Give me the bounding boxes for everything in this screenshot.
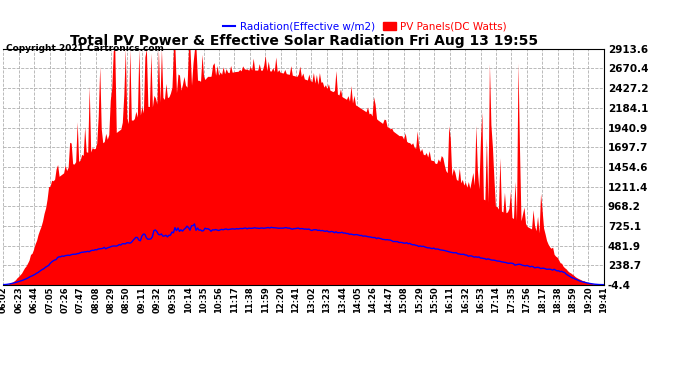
Legend: Radiation(Effective w/m2), PV Panels(DC Watts): Radiation(Effective w/m2), PV Panels(DC … <box>219 17 511 36</box>
Text: Copyright 2021 Cartronics.com: Copyright 2021 Cartronics.com <box>6 44 164 52</box>
Title: Total PV Power & Effective Solar Radiation Fri Aug 13 19:55: Total PV Power & Effective Solar Radiati… <box>70 34 538 48</box>
